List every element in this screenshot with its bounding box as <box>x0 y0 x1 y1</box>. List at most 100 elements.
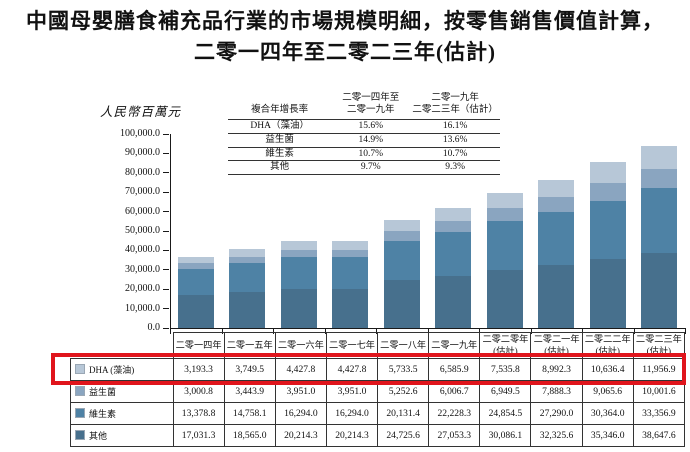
bar-slot <box>170 134 222 328</box>
y-tick-label: 0.0 <box>147 322 161 333</box>
y-tick-label: 50,000.0 <box>125 225 160 236</box>
cagr-inset-table: 複合年增長率 二零一四年至 二零一九年 二零一九年 二零二三年（估計） DHA（… <box>228 92 500 176</box>
stacked-bar <box>486 193 523 328</box>
cagr-header-row: 複合年增長率 二零一四年至 二零一九年 二零一九年 二零二三年（估計） <box>228 92 500 120</box>
bar-segment <box>332 288 369 328</box>
x-tick-mark <box>170 329 171 334</box>
bar-slot <box>479 134 531 328</box>
y-tick-mark <box>163 152 169 154</box>
cagr-value-2019-2023: 9.3% <box>410 160 500 176</box>
bar-segment <box>280 257 317 289</box>
bar-segment <box>589 200 626 260</box>
y-tick-mark <box>163 288 169 290</box>
stacked-bar <box>332 240 369 328</box>
bar-slot <box>273 134 325 328</box>
bar-slot <box>428 134 480 328</box>
stacked-bar <box>538 179 575 328</box>
bar-segment <box>280 249 317 258</box>
x-tick-mark <box>324 329 326 334</box>
bar-segment <box>435 207 472 221</box>
y-tick-mark <box>163 133 169 135</box>
y-tick-mark <box>163 269 169 271</box>
y-tick-label: 60,000.0 <box>125 205 160 217</box>
bar-segment <box>332 257 369 289</box>
page-title: 中國母嬰膳食補充品行業的市場規模明細，按零售銷售價值計算， 二零一四年至二零二三… <box>0 6 690 68</box>
cagr-series-label: 維生素 <box>228 147 332 162</box>
bar-segment <box>486 193 523 208</box>
bar-segment <box>589 259 626 328</box>
bar-segment <box>538 212 575 266</box>
y-tick-label: 70,000.0 <box>125 186 160 198</box>
value-cell: 24,854.5 <box>479 401 532 425</box>
stacked-bar <box>280 240 317 328</box>
stacked-bar <box>229 249 266 328</box>
bar-segment <box>486 221 523 270</box>
cagr-series-label: 其他 <box>228 160 332 176</box>
bar-segment <box>589 182 626 201</box>
dha-row-highlight-box <box>51 353 686 385</box>
value-cell: 32,325.6 <box>530 423 583 447</box>
x-tick-mark <box>273 329 274 334</box>
y-tick-label: 30,000.0 <box>125 263 160 275</box>
x-tick-mark <box>376 329 377 334</box>
value-cell: 20,214.3 <box>325 423 379 447</box>
cagr-header-period-2: 二零一九年 二零二三年（估計） <box>410 92 500 120</box>
x-tick-mark <box>530 329 532 334</box>
bar-slot <box>582 134 634 328</box>
value-cell: 16,294.0 <box>274 401 327 425</box>
bars-layer <box>170 134 685 328</box>
bar-segment <box>486 269 523 328</box>
value-cell: 20,214.3 <box>274 423 327 447</box>
x-tick-mark <box>685 329 686 334</box>
legend-label: 維生素 <box>89 408 117 419</box>
y-tick-mark <box>163 308 169 310</box>
bar-segment <box>229 263 266 292</box>
legend-cell: 維生素 <box>70 401 174 425</box>
y-tick-mark <box>163 211 169 213</box>
stacked-bar <box>383 219 420 328</box>
bar-segment <box>332 240 369 250</box>
bar-segment <box>280 240 317 250</box>
cagr-value-2019-2023: 10.7% <box>410 147 500 162</box>
cagr-header-metric: 複合年增長率 <box>228 92 332 120</box>
bar-segment <box>538 197 575 213</box>
bar-segment <box>641 253 678 328</box>
y-tick-label: 40,000.0 <box>125 244 160 256</box>
legend-swatch <box>75 385 85 396</box>
cagr-row: DHA（藻油） 15.6% 16.1% <box>228 119 500 134</box>
legend-label: 益生菌 <box>89 386 117 397</box>
bar-segment <box>538 265 575 328</box>
chart-data-table: 二零一四年 二零一五年 二零一六年 二零一七年 二零一八年 二零一九年 二零二零年 (估計)… <box>70 332 686 447</box>
y-tick-mark <box>163 249 169 251</box>
table-row: 維生素 13,378.8 14,758.1 16,294.0 16,294.0 20,13… <box>70 401 686 425</box>
bar-segment <box>435 232 472 276</box>
value-cell: 30,086.1 <box>479 423 532 447</box>
y-tick-mark <box>163 327 169 329</box>
page-title-line-1: 中國母嬰膳食補充品行業的市場規模明細，按零售銷售價值計算， <box>26 9 664 33</box>
value-cell: 17,031.3 <box>172 423 225 447</box>
y-axis-unit-label: 人民幣百萬元 <box>100 105 182 119</box>
value-cell: 24,725.6 <box>377 423 430 447</box>
bar-segment <box>641 145 678 169</box>
legend-swatch <box>75 407 85 418</box>
plot-area <box>170 134 686 329</box>
x-tick-mark <box>427 329 429 334</box>
cagr-value-2014-2019: 15.6% <box>331 119 411 134</box>
value-cell: 30,364.0 <box>581 401 634 425</box>
bar-segment <box>280 288 317 328</box>
x-tick-mark <box>633 329 635 334</box>
cagr-value-2014-2019: 10.7% <box>331 147 411 162</box>
stacked-bar <box>435 207 472 328</box>
value-cell: 20,131.4 <box>377 401 430 425</box>
bar-segment <box>435 275 472 328</box>
y-tick-label: 100,000.0 <box>120 128 160 139</box>
cagr-row: 其他 9.7% 9.3% <box>228 160 500 176</box>
stacked-bar <box>177 257 214 328</box>
bar-slot <box>222 134 274 328</box>
bar-segment <box>486 207 523 222</box>
value-cell: 13,378.8 <box>172 401 225 425</box>
value-cell: 22,228.3 <box>428 401 481 425</box>
bar-segment <box>229 292 266 328</box>
legend-swatch <box>75 363 85 374</box>
